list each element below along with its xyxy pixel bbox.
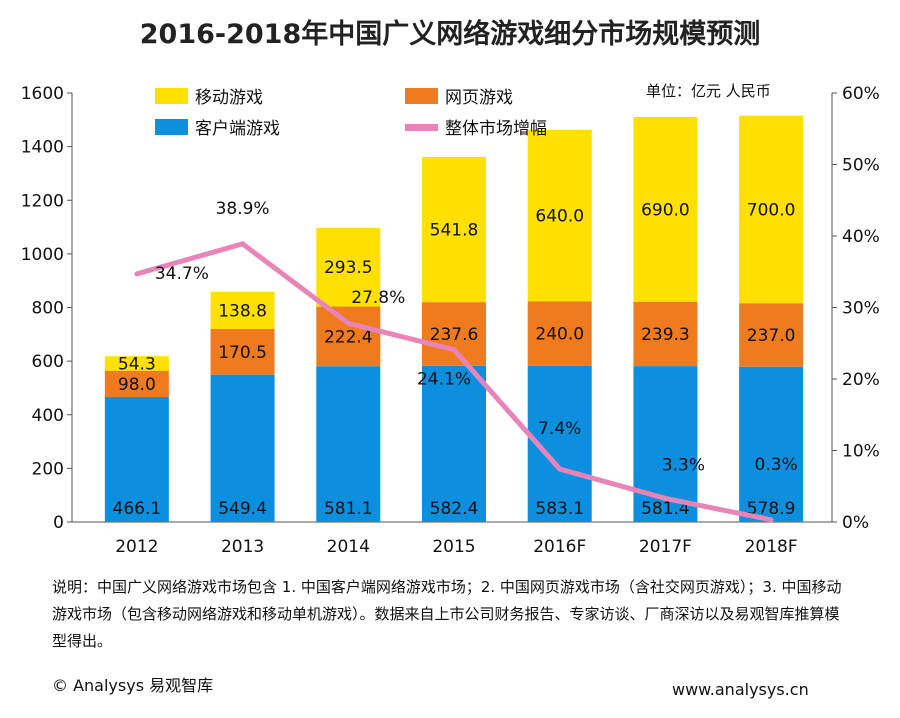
bar-value-label: 581.1 (324, 499, 373, 519)
bar-客户端游戏 (739, 366, 804, 522)
bar-网页游戏 (104, 370, 169, 398)
bar-移动游戏 (104, 356, 169, 371)
right-tick-label: 40% (842, 227, 880, 247)
growth-point (662, 495, 668, 501)
bar-value-label: 640.0 (535, 207, 584, 227)
legend-label: 移动游戏 (195, 88, 263, 108)
source-url: www.analysys.cn (672, 680, 809, 699)
growth-label: 24.1% (417, 370, 471, 390)
left-tick-label: 200 (32, 459, 64, 479)
bar-网页游戏 (422, 302, 486, 366)
left-tick-label: 1400 (21, 138, 64, 158)
right-tick-label: 0% (842, 513, 869, 533)
bar-移动游戏 (739, 115, 804, 304)
bar-value-label: 293.5 (324, 258, 373, 278)
bar-移动游戏 (633, 116, 698, 302)
footnote: 说明：中国广义网络游戏市场包含 1. 中国客户端网络游戏市场；2. 中国网页游戏… (52, 578, 842, 650)
legend-swatch (405, 88, 438, 104)
bar-移动游戏 (316, 227, 381, 307)
bar-value-label: 138.8 (218, 301, 267, 321)
x-tick-label: 2018F (745, 537, 798, 557)
bar-value-label: 239.3 (641, 325, 690, 345)
bar-客户端游戏 (316, 366, 381, 522)
bar-网页游戏 (739, 303, 804, 367)
growth-label: 7.4% (538, 419, 581, 439)
bar-value-label: 222.4 (324, 327, 373, 347)
bar-value-label: 98.0 (118, 375, 156, 395)
left-tick-label: 400 (32, 406, 64, 426)
left-tick-label: 1600 (21, 84, 64, 104)
left-tick-label: 600 (32, 352, 64, 372)
x-tick-label: 2012 (115, 537, 158, 557)
x-tick-label: 2017F (639, 537, 692, 557)
bar-value-label: 582.4 (430, 499, 479, 519)
chart-title: 2016-2018年中国广义网络游戏细分市场规模预测 (139, 19, 761, 50)
bar-value-label: 237.6 (430, 325, 479, 345)
bar-移动游戏 (422, 156, 486, 303)
left-tick-label: 0 (53, 513, 64, 533)
growth-point (240, 241, 246, 247)
growth-label: 3.3% (662, 455, 705, 475)
bar-value-label: 581.4 (641, 499, 690, 519)
growth-label: 38.9% (216, 199, 270, 219)
legend-label: 整体市场增幅 (445, 119, 547, 139)
x-tick-label: 2016F (533, 537, 586, 557)
bar-网页游戏 (210, 328, 275, 375)
copyright: © Analysys 易观智库 (52, 676, 214, 695)
left-tick-label: 1200 (21, 191, 64, 211)
bar-网页游戏 (633, 301, 698, 367)
unit-label: 单位：亿元 人民币 (646, 82, 771, 100)
growth-point (451, 347, 457, 353)
x-tick-label: 2015 (432, 537, 475, 557)
growth-label: 34.7% (155, 264, 209, 284)
growth-point (768, 517, 774, 523)
bar-value-label: 700.0 (747, 200, 796, 220)
bar-客户端游戏 (210, 374, 275, 522)
bar-value-label: 170.5 (218, 343, 267, 363)
bar-移动游戏 (527, 129, 592, 302)
right-tick-label: 20% (842, 370, 880, 390)
legend-label: 客户端游戏 (195, 119, 280, 139)
right-tick-label: 60% (842, 84, 880, 104)
growth-label: 0.3% (755, 455, 798, 475)
growth-label: 27.8% (351, 288, 405, 308)
legend-label: 网页游戏 (445, 88, 513, 108)
bar-客户端游戏 (104, 397, 169, 522)
growth-point (345, 320, 351, 326)
bar-value-label: 541.8 (430, 221, 479, 241)
legend-swatch (155, 88, 188, 104)
right-tick-label: 30% (842, 299, 880, 319)
bar-value-label: 54.3 (118, 354, 156, 374)
bar-移动游戏 (210, 291, 275, 329)
bar-网页游戏 (316, 306, 381, 367)
bar-value-label: 237.0 (747, 326, 796, 346)
bar-value-label: 549.4 (218, 499, 267, 519)
left-tick-label: 800 (32, 299, 64, 319)
bar-value-label: 690.0 (641, 200, 690, 220)
x-tick-label: 2014 (327, 537, 370, 557)
bar-value-label: 583.1 (535, 499, 584, 519)
bar-网页游戏 (527, 301, 592, 366)
bar-value-label: 466.1 (113, 499, 162, 519)
growth-point (557, 466, 563, 472)
x-tick-label: 2013 (221, 537, 264, 557)
bar-value-label: 240.0 (535, 324, 584, 344)
growth-point (134, 271, 140, 277)
legend-swatch (405, 124, 438, 131)
bar-客户端游戏 (422, 365, 486, 522)
bar-value-label: 578.9 (747, 499, 796, 519)
right-tick-label: 50% (842, 156, 880, 176)
right-tick-label: 10% (842, 442, 880, 462)
left-tick-label: 1000 (21, 245, 64, 265)
legend-swatch (155, 119, 188, 135)
